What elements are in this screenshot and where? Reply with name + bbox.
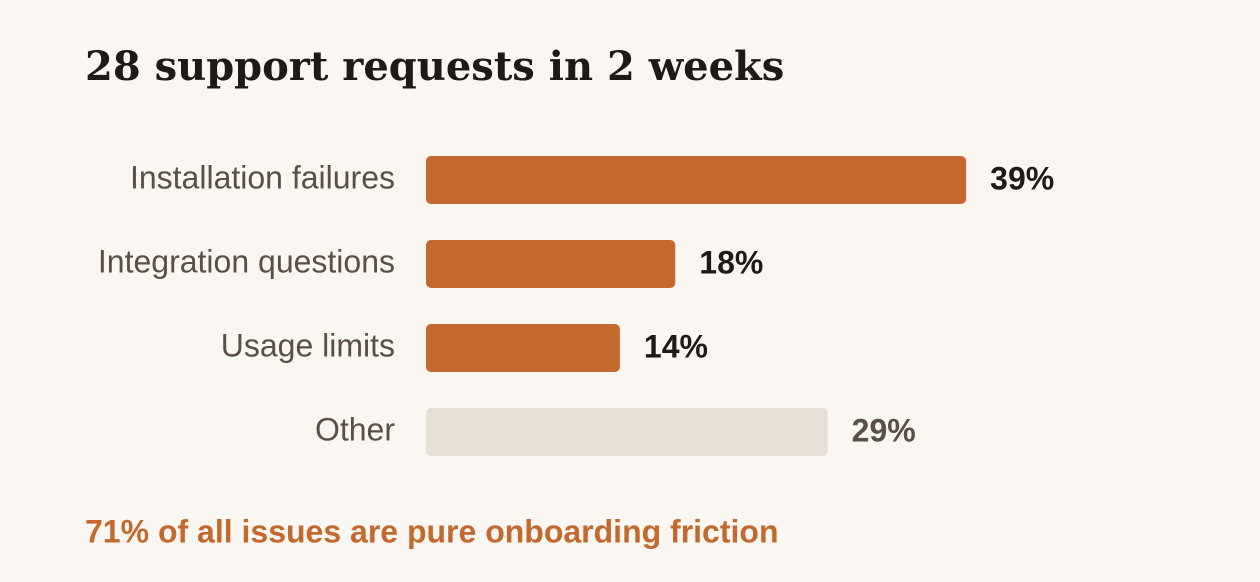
annotation: 71% of all issues are pure onboarding fr…	[85, 513, 778, 549]
chart-title: 28 support requests in 2 weeks	[85, 43, 784, 90]
value-label: 39%	[990, 160, 1054, 196]
value-label: 14%	[644, 328, 708, 364]
category-label: Installation failures	[130, 159, 395, 195]
bar	[426, 156, 967, 204]
category-label: Integration questions	[98, 243, 395, 279]
value-label: 29%	[852, 412, 916, 448]
bar	[426, 408, 828, 456]
category-label: Usage limits	[221, 327, 395, 363]
category-label: Other	[315, 411, 395, 447]
value-label: 18%	[699, 244, 763, 280]
bar	[426, 324, 620, 372]
bar	[426, 240, 676, 288]
